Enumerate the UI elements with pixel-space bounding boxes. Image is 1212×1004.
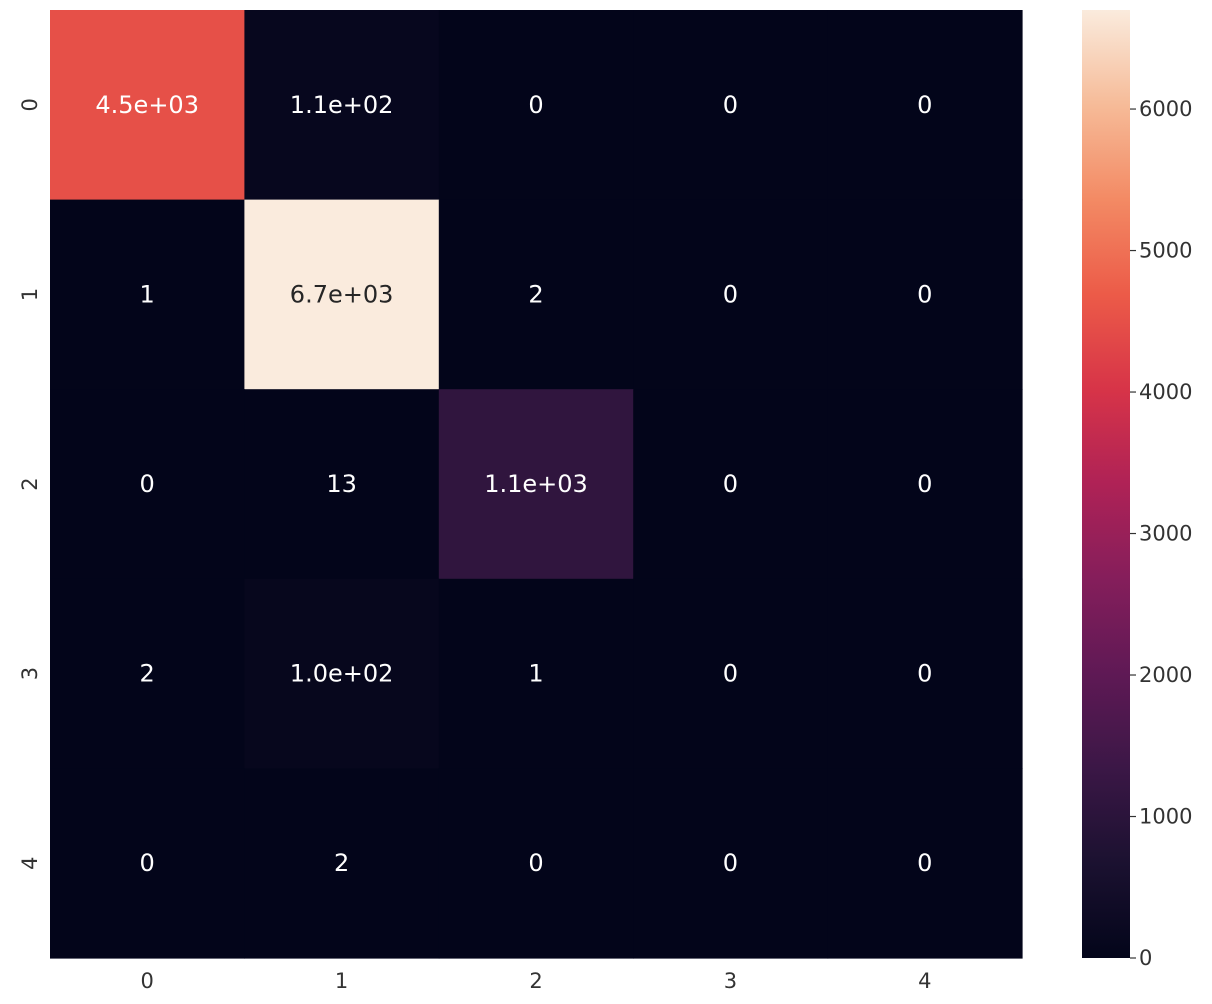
heatmap-cell-r1-c3: [633, 199, 829, 390]
cell-label-r4-c4: 0: [917, 849, 932, 877]
heatmap-cell-r0-c3: [633, 10, 829, 201]
heatmap-cell-r1-c4: [827, 199, 1023, 390]
x-tick-label-4: 4: [918, 969, 931, 993]
heatmap-cell-r4-c3: [633, 768, 829, 959]
colorbar-tick-label-2: 2000: [1139, 663, 1192, 687]
colorbar-tick-label-6: 6000: [1139, 97, 1192, 121]
y-tick-label-3: 3: [18, 667, 42, 680]
cell-label-r2-c4: 0: [917, 470, 932, 498]
x-tick-label-3: 3: [724, 969, 737, 993]
colorbar-tick-label-3: 3000: [1139, 522, 1192, 546]
cell-label-r0-c4: 0: [917, 91, 932, 119]
heatmap-cell-r4-c1: [244, 768, 440, 959]
heatmap-cell-r2-c1: [244, 389, 440, 580]
cell-label-r3-c4: 0: [917, 660, 932, 688]
colorbar: 0 1000 2000 3000 4000 5000 6000: [1082, 10, 1192, 970]
cell-label-r1-c3: 0: [723, 280, 738, 308]
heatmap-cell-r0-c2: [438, 10, 634, 201]
cell-label-r0-c0: 4.5e+03: [95, 91, 199, 119]
heatmap-cell-r4-c0: [50, 768, 245, 959]
heatmap-cell-r2-c4: [827, 389, 1023, 580]
heatmap-cell-r0-c1: [244, 10, 440, 201]
heatmap-cell-r2-c0: [50, 389, 245, 580]
heatmap-cell-r0-c4: [827, 10, 1023, 201]
x-tick-label-1: 1: [335, 969, 348, 993]
cell-label-r1-c1: 6.7e+03: [290, 280, 394, 308]
cell-label-r1-c2: 2: [528, 280, 543, 308]
heatmap-cell-labels: 4.5e+03 1.1e+02 0 0 0 1 6.7e+03 2 0 0 0 13 1.1e+03 0 0…: [95, 91, 932, 877]
x-axis-ticks: 0 1 2 3 4: [141, 969, 932, 993]
y-axis-ticks: 0 1 2 3 4: [18, 98, 42, 870]
heatmap-cell-r4-c2: [438, 768, 634, 959]
cell-label-r4-c1: 2: [334, 849, 349, 877]
cell-label-r0-c3: 0: [723, 91, 738, 119]
colorbar-tick-label-5: 5000: [1139, 239, 1192, 263]
cell-label-r3-c2: 1: [528, 660, 543, 688]
cell-label-r3-c0: 2: [140, 660, 155, 688]
heatmap-cells: [50, 10, 1023, 959]
cell-label-r2-c3: 0: [723, 470, 738, 498]
cell-label-r3-c1: 1.0e+02: [290, 660, 394, 688]
heatmap-cell-r3-c4: [827, 578, 1023, 769]
cell-label-r0-c1: 1.1e+02: [290, 91, 394, 119]
heatmap-cell-r1-c1: [244, 199, 440, 390]
cell-label-r2-c0: 0: [140, 470, 155, 498]
cell-label-r4-c3: 0: [723, 849, 738, 877]
cell-label-r4-c2: 0: [528, 849, 543, 877]
heatmap-cell-r3-c1: [244, 578, 440, 769]
cell-label-r1-c4: 0: [917, 280, 932, 308]
cell-label-r2-c2: 1.1e+03: [484, 470, 588, 498]
colorbar-ticks: 0 1000 2000 3000 4000 5000 6000: [1130, 97, 1192, 970]
heatmap-cell-r0-c0: [50, 10, 245, 201]
heatmap-cell-r3-c0: [50, 578, 245, 769]
heatmap-cell-r3-c3: [633, 578, 829, 769]
colorbar-gradient: [1082, 10, 1130, 958]
cell-label-r2-c1: 13: [326, 470, 357, 498]
cell-label-r1-c0: 1: [140, 280, 155, 308]
heatmap-cell-r2-c2: [438, 389, 634, 580]
y-tick-label-0: 0: [18, 98, 42, 111]
heatmap-cell-r1-c2: [438, 199, 634, 390]
y-tick-label-1: 1: [18, 288, 42, 301]
y-tick-label-2: 2: [18, 477, 42, 490]
cell-label-r0-c2: 0: [528, 91, 543, 119]
cell-label-r4-c0: 0: [140, 849, 155, 877]
colorbar-tick-label-4: 4000: [1139, 380, 1192, 404]
x-tick-label-0: 0: [141, 969, 154, 993]
cell-label-r3-c3: 0: [723, 660, 738, 688]
colorbar-tick-label-0: 0: [1139, 946, 1152, 970]
heatmap-cell-r1-c0: [50, 199, 245, 390]
x-tick-label-2: 2: [529, 969, 542, 993]
y-tick-label-4: 4: [18, 857, 42, 870]
colorbar-tick-label-1: 1000: [1139, 805, 1192, 829]
heatmap-cell-r3-c2: [438, 578, 634, 769]
heatmap-cell-r4-c4: [827, 768, 1023, 959]
heatmap-cell-r2-c3: [633, 389, 829, 580]
